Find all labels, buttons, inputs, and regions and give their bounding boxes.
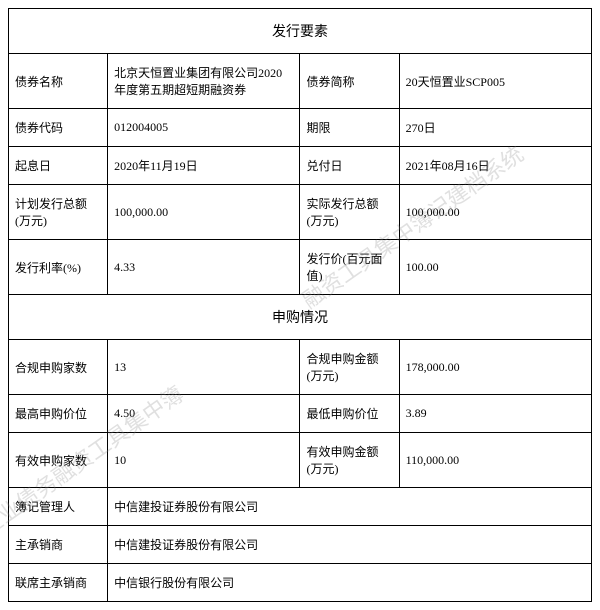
value-price: 100.00 bbox=[399, 240, 591, 295]
value-eff-count: 10 bbox=[108, 433, 300, 488]
value-max-price: 4.50 bbox=[108, 395, 300, 433]
label-plan-total: 计划发行总额(万元) bbox=[9, 185, 108, 240]
value-pay-date: 2021年08月16日 bbox=[399, 147, 591, 185]
row-totals: 计划发行总额(万元) 100,000.00 实际发行总额(万元) 100,000… bbox=[9, 185, 592, 240]
label-actual-total: 实际发行总额(万元) bbox=[300, 185, 399, 240]
value-bond-short: 20天恒置业SCP005 bbox=[399, 54, 591, 109]
value-code: 012004005 bbox=[108, 109, 300, 147]
row-name: 债券名称 北京天恒置业集团有限公司2020年度第五期超短期融资券 债券简称 20… bbox=[9, 54, 592, 109]
header-row: 发行要素 bbox=[9, 9, 592, 54]
label-bond-name: 债券名称 bbox=[9, 54, 108, 109]
value-eff-amount: 110,000.00 bbox=[399, 433, 591, 488]
label-valid-amount: 合规申购金额(万元) bbox=[300, 340, 399, 395]
value-lead: 中信建投证券股份有限公司 bbox=[108, 526, 592, 564]
row-effective: 有效申购家数 10 有效申购金额(万元) 110,000.00 bbox=[9, 433, 592, 488]
label-eff-amount: 有效申购金额(万元) bbox=[300, 433, 399, 488]
label-min-price: 最低申购价位 bbox=[300, 395, 399, 433]
row-rate-price: 发行利率(%) 4.33 发行价(百元面值) 100.00 bbox=[9, 240, 592, 295]
value-bookrunner: 中信建投证券股份有限公司 bbox=[108, 488, 592, 526]
label-eff-count: 有效申购家数 bbox=[9, 433, 108, 488]
value-jointlead: 中信银行股份有限公司 bbox=[108, 564, 592, 602]
subscribe-title: 申购情况 bbox=[9, 295, 592, 340]
row-dates: 起息日 2020年11月19日 兑付日 2021年08月16日 bbox=[9, 147, 592, 185]
label-code: 债券代码 bbox=[9, 109, 108, 147]
label-start-date: 起息日 bbox=[9, 147, 108, 185]
value-term: 270日 bbox=[399, 109, 591, 147]
value-rate: 4.33 bbox=[108, 240, 300, 295]
header-title: 发行要素 bbox=[9, 9, 592, 54]
label-bookrunner: 簿记管理人 bbox=[9, 488, 108, 526]
row-price-range: 最高申购价位 4.50 最低申购价位 3.89 bbox=[9, 395, 592, 433]
value-actual-total: 100,000.00 bbox=[399, 185, 591, 240]
row-valid: 合规申购家数 13 合规申购金额(万元) 178,000.00 bbox=[9, 340, 592, 395]
subscribe-header-row: 申购情况 bbox=[9, 295, 592, 340]
label-max-price: 最高申购价位 bbox=[9, 395, 108, 433]
row-lead: 主承销商 中信建投证券股份有限公司 bbox=[9, 526, 592, 564]
label-bond-short: 债券简称 bbox=[300, 54, 399, 109]
label-lead: 主承销商 bbox=[9, 526, 108, 564]
value-valid-amount: 178,000.00 bbox=[399, 340, 591, 395]
value-bond-name: 北京天恒置业集团有限公司2020年度第五期超短期融资券 bbox=[108, 54, 300, 109]
label-term: 期限 bbox=[300, 109, 399, 147]
label-rate: 发行利率(%) bbox=[9, 240, 108, 295]
value-plan-total: 100,000.00 bbox=[108, 185, 300, 240]
row-jointlead: 联席主承销商 中信银行股份有限公司 bbox=[9, 564, 592, 602]
label-price: 发行价(百元面值) bbox=[300, 240, 399, 295]
value-start-date: 2020年11月19日 bbox=[108, 147, 300, 185]
row-bookrunner: 簿记管理人 中信建投证券股份有限公司 bbox=[9, 488, 592, 526]
label-jointlead: 联席主承销商 bbox=[9, 564, 108, 602]
value-valid-count: 13 bbox=[108, 340, 300, 395]
issuance-table: 发行要素 债券名称 北京天恒置业集团有限公司2020年度第五期超短期融资券 债券… bbox=[8, 8, 592, 602]
row-code: 债券代码 012004005 期限 270日 bbox=[9, 109, 592, 147]
value-min-price: 3.89 bbox=[399, 395, 591, 433]
label-valid-count: 合规申购家数 bbox=[9, 340, 108, 395]
label-pay-date: 兑付日 bbox=[300, 147, 399, 185]
